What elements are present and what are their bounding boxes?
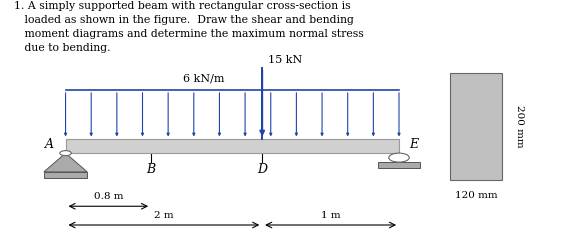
Text: A: A <box>45 138 54 151</box>
Circle shape <box>60 150 71 156</box>
Text: 2 m: 2 m <box>154 211 174 220</box>
Text: D: D <box>257 163 267 176</box>
Bar <box>66 140 399 153</box>
Text: 1. A simply supported beam with rectangular cross-section is
   loaded as shown : 1. A simply supported beam with rectangu… <box>14 1 364 53</box>
Bar <box>377 162 421 168</box>
Bar <box>44 172 87 178</box>
Text: E: E <box>409 138 418 151</box>
Text: 1 m: 1 m <box>321 211 340 220</box>
Circle shape <box>389 153 409 162</box>
Text: 0.8 m: 0.8 m <box>93 192 123 201</box>
Bar <box>450 72 502 180</box>
Text: B: B <box>146 163 156 176</box>
Text: 120 mm: 120 mm <box>455 191 497 200</box>
Text: 200 mm: 200 mm <box>515 105 524 148</box>
Polygon shape <box>44 153 87 172</box>
Text: 15 kN: 15 kN <box>268 55 302 65</box>
Text: 6 kN/m: 6 kN/m <box>183 74 225 84</box>
